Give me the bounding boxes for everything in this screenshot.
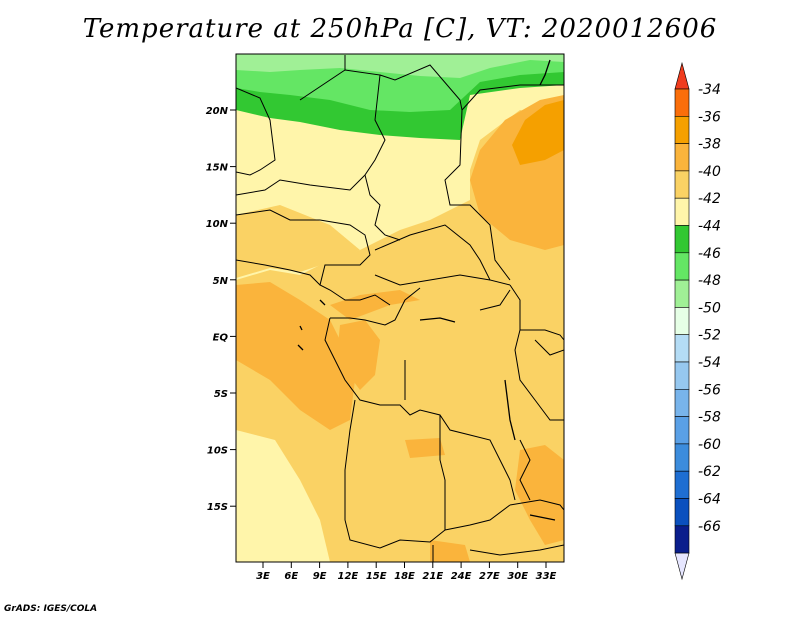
colorbar-bottom-arrow bbox=[674, 552, 690, 581]
lat-axis: 20N 15N 10N 5N EQ 5S 10S 15S bbox=[206, 106, 236, 513]
colorbar-label: -34 bbox=[698, 82, 721, 98]
colorbar-label: -48 bbox=[698, 273, 721, 289]
coastlines bbox=[297, 59, 556, 521]
lon-tick-label: 30E bbox=[507, 571, 528, 582]
colorbar-bin bbox=[674, 279, 690, 308]
colorbar-bin bbox=[674, 252, 690, 281]
colorbar-bin bbox=[674, 416, 690, 445]
grads-credit: GrADS: IGES/COLA bbox=[4, 604, 98, 614]
colorbar-label: -46 bbox=[698, 246, 721, 262]
lat-tick-label: 10S bbox=[207, 446, 228, 457]
lat-tick-label: 15S bbox=[207, 502, 228, 513]
colorbar-bin bbox=[674, 116, 690, 144]
colorbar-label: -56 bbox=[698, 382, 721, 398]
lat-tick-label: 5S bbox=[214, 389, 228, 400]
lon-tick-label: 9E bbox=[313, 571, 327, 582]
country-borders bbox=[236, 55, 564, 562]
colorbar-label: -54 bbox=[698, 355, 721, 371]
colorbar-top-arrow bbox=[674, 61, 690, 90]
colorbar-bin bbox=[674, 498, 690, 527]
colorbar-bin bbox=[674, 88, 690, 117]
colorbar-bin bbox=[674, 334, 690, 363]
colorbar-label: -38 bbox=[698, 137, 721, 153]
colorbar-label: -50 bbox=[698, 300, 721, 316]
lon-tick-label: 15E bbox=[366, 571, 387, 582]
colorbar-bin bbox=[674, 361, 690, 390]
colorbar-label: -36 bbox=[698, 109, 721, 125]
lon-tick-label: 12E bbox=[338, 571, 359, 582]
colorbar-bin bbox=[674, 143, 690, 172]
colorbar-label: -62 bbox=[698, 464, 721, 480]
colorbar-label: -42 bbox=[698, 191, 721, 207]
colorbar-bin bbox=[674, 525, 690, 554]
lat-tick-label: 20N bbox=[206, 106, 229, 117]
temperature-field bbox=[236, 54, 564, 562]
colorbar-bin bbox=[674, 443, 690, 472]
colorbar-bin bbox=[674, 388, 690, 417]
lon-tick-label: 24E bbox=[451, 571, 472, 582]
colorbar-label: -52 bbox=[698, 328, 721, 344]
lat-tick-label: 5N bbox=[213, 276, 229, 287]
lat-tick-label: 15N bbox=[206, 163, 229, 174]
lon-tick-label: 33E bbox=[536, 571, 557, 582]
lon-axis: 3E 6E 9E 12E 15E 18E 21E 24E 27E 30E 33E bbox=[256, 562, 557, 582]
colorbar-label: -44 bbox=[698, 219, 721, 235]
colorbar-bin bbox=[674, 170, 690, 199]
colorbar-label: -58 bbox=[698, 410, 721, 426]
colorbar-label: -66 bbox=[698, 519, 721, 535]
colorbar-bin bbox=[674, 197, 690, 226]
lon-tick-label: 27E bbox=[479, 571, 500, 582]
colorbar-bin bbox=[674, 225, 690, 254]
colorbar-bin bbox=[674, 307, 690, 335]
colorbar: -34 -36 -38 -40 -42 -44 -46 -48 -50 -52 -54 -56 -58 -… bbox=[674, 61, 721, 581]
lon-tick-label: 18E bbox=[394, 571, 415, 582]
colorbar-label: -60 bbox=[698, 437, 721, 453]
colorbar-label: -64 bbox=[698, 492, 721, 508]
lat-tick-label: EQ bbox=[213, 332, 229, 343]
map-title: Temperature at 250hPa [C], VT: 202001260… bbox=[82, 14, 718, 44]
lon-tick-label: 3E bbox=[256, 571, 270, 582]
colorbar-bin bbox=[674, 470, 690, 499]
lat-tick-label: 10N bbox=[206, 219, 229, 230]
lon-tick-label: 6E bbox=[284, 571, 298, 582]
map-frame bbox=[235, 53, 565, 563]
lon-tick-label: 21E bbox=[422, 571, 443, 582]
colorbar-label: -40 bbox=[698, 164, 721, 180]
